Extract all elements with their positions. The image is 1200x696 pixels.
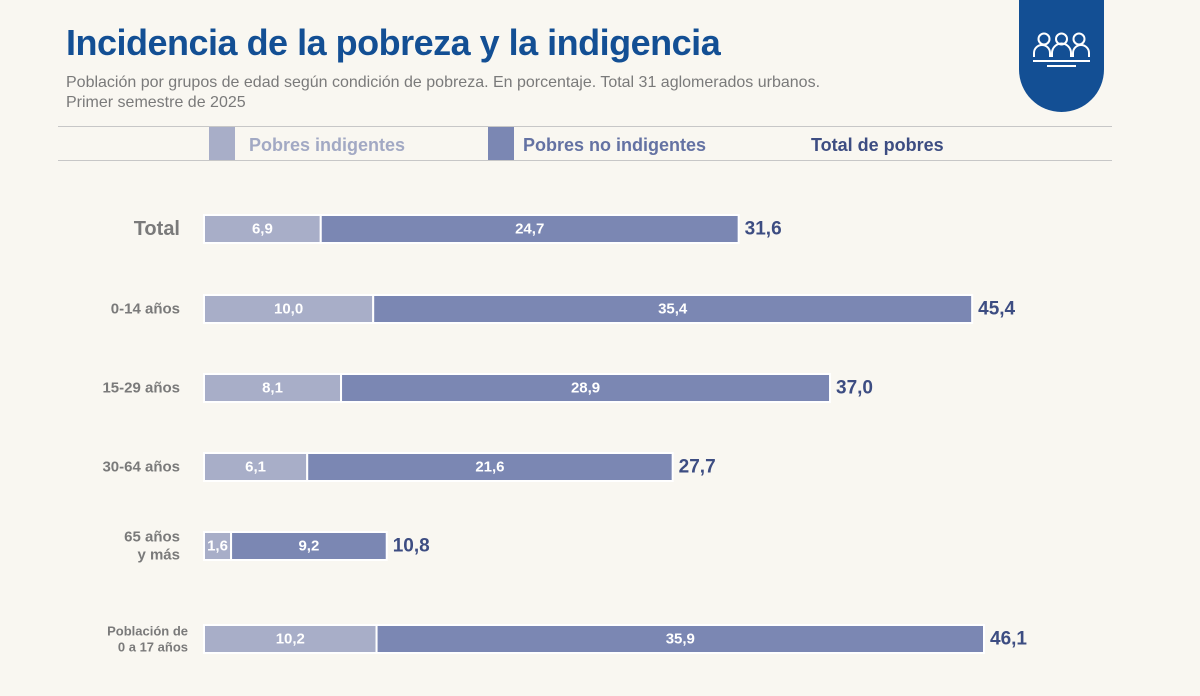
category-label: 0 a 17 años [118,640,188,655]
people-group-badge [1019,0,1104,112]
bar-segment-no-indigentes [230,531,388,561]
category-label: Población de [107,624,188,639]
bar-segment-indigentes [203,452,309,482]
total-value-label: 27,7 [679,457,716,478]
bar-segment-no-indigentes [340,373,832,403]
segment-value-label: 24,7 [515,221,544,238]
chart-subtitle: Población por grupos de edad según condi… [66,73,946,113]
segment-value-label: 6,9 [252,221,273,238]
legend-label-no-indigentes: Pobres no indigentes [523,135,707,155]
segment-value-label: 6,1 [245,459,266,476]
people-group-icon [1033,32,1090,67]
legend: Pobres indigentes Pobres no indigentes T… [58,126,1112,161]
legend-label-indigentes: Pobres indigentes [249,135,406,155]
subtitle-line-2: Primer semestre de 2025 [66,94,246,111]
segment-value-label: 35,4 [658,301,688,318]
total-value-label: 37,0 [836,378,873,399]
category-label: 65 años [124,529,180,546]
segment-value-label: 10,0 [274,301,303,318]
segment-value-label: 9,2 [298,538,319,555]
chart-title: Incidencia de la pobreza y la indigencia [66,22,721,63]
category-label: 15-29 años [102,380,180,397]
category-label: 30-64 años [102,459,180,476]
bar-segment-no-indigentes [319,214,740,244]
total-value-label: 46,1 [990,629,1027,650]
category-label: 0-14 años [111,301,180,318]
segment-value-label: 35,9 [666,631,695,648]
bar-segment-no-indigentes [375,624,985,654]
segment-value-label: 21,6 [475,459,504,476]
total-value-label: 45,4 [978,299,1015,320]
legend-label-total: Total de pobres [811,135,944,155]
category-label: y más [137,547,180,564]
legend-swatch-no-indigentes [488,127,514,160]
segment-value-label: 8,1 [262,380,283,397]
segment-value-label: 1,6 [207,538,228,555]
bar-segment-indigentes [203,373,343,403]
bar-segment-no-indigentes [372,294,974,324]
bar-segment-no-indigentes [306,452,674,482]
segment-value-label: 10,2 [276,631,305,648]
legend-swatch-indigentes [209,127,235,160]
subtitle-line-1: Población por grupos de edad según condi… [66,74,821,91]
total-value-label: 10,8 [393,536,430,557]
category-label: Total [134,218,180,240]
segment-value-label: 28,9 [571,380,600,397]
total-value-label: 31,6 [745,219,782,240]
